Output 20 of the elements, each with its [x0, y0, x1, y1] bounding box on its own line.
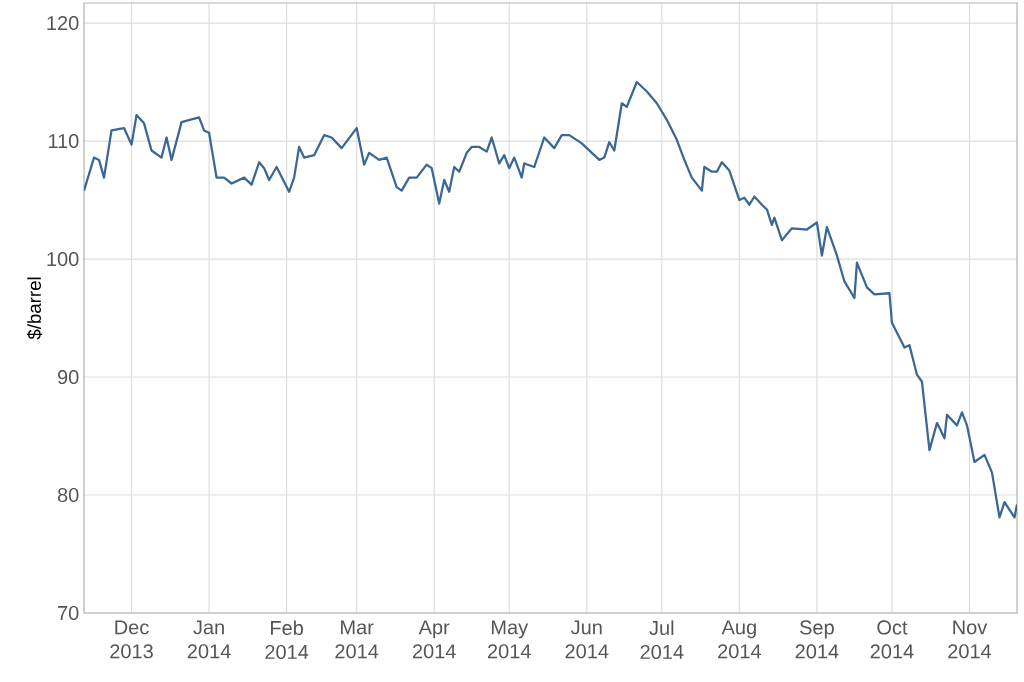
- x-tick-label: Apr 2014: [412, 620, 456, 659]
- x-tick-label: Oct 2014: [870, 620, 914, 659]
- x-tick-label: Dec 2013: [110, 620, 153, 659]
- y-tick-label: 70: [58, 605, 79, 621]
- x-tick-label: Jun 2014: [565, 620, 609, 659]
- y-tick-label: 100: [47, 251, 79, 267]
- y-tick-label: 110: [48, 133, 79, 149]
- x-tick-label: Mar 2014: [335, 620, 379, 659]
- x-tick-label: Jan 2014: [187, 620, 231, 659]
- x-tick-label: May 2014: [487, 620, 531, 659]
- x-tick-label: Aug 2014: [718, 620, 762, 659]
- x-tick-label: Feb 2014: [265, 620, 309, 660]
- x-tick-label: Jul 2014: [640, 620, 684, 660]
- y-tick-label: 90: [57, 369, 79, 385]
- line-series: [84, 80, 1018, 519]
- x-tick-label: Sep 2014: [795, 620, 839, 659]
- y-axis-title: $/barrel: [26, 277, 43, 340]
- y-tick-label: 80: [57, 487, 79, 503]
- y-tick-label: 120: [47, 15, 79, 31]
- x-tick-label: Nov 2014: [948, 620, 992, 659]
